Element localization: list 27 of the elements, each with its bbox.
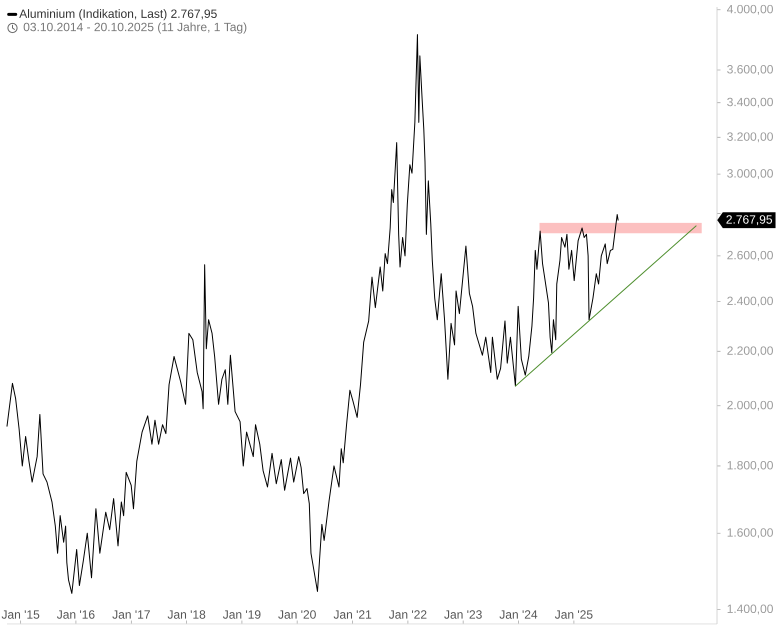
x-tick-label: Jan '25 — [554, 610, 593, 619]
line-series — [6, 34, 619, 594]
x-tick-label: Jan '21 — [334, 610, 372, 619]
y-tick-label: 2.600,00 — [727, 250, 773, 261]
text: 2.767,95 — [726, 215, 772, 226]
x-tick-label: Jan '17 — [112, 610, 150, 619]
x-tick-label: Jan '23 — [444, 610, 482, 619]
x-tick-label: Jan '22 — [388, 610, 426, 619]
y-tick-label: 3.000,00 — [727, 169, 773, 180]
x-tick-label: Jan '20 — [278, 610, 316, 619]
legend-label: Aluminium (Indikation, Last) 2.767,95 — [19, 9, 217, 20]
y-tick-label: 2.400,00 — [727, 296, 773, 307]
y-tick-label: 3.200,00 — [727, 132, 773, 142]
y-tick-label: 1.800,00 — [728, 460, 773, 471]
y-tick-label: 2.200,00 — [727, 346, 773, 356]
x-tick-label: Jan '15 — [2, 610, 40, 619]
y-tick-label: 1.600,00 — [728, 528, 773, 538]
x-tick-label: Jan '18 — [168, 610, 206, 619]
y-tick-label: 3.600,00 — [727, 65, 773, 75]
y-tick-label: 4.000,00 — [726, 4, 773, 15]
text: 03.10.2014 - 20.10.2025 (11 Jahre, 1 Tag) — [24, 22, 246, 34]
y-tick-label: 1.400,00 — [728, 604, 773, 614]
x-tick-label: Jan '24 — [499, 610, 538, 619]
x-tick-label: Jan '19 — [222, 610, 260, 619]
y-tick-label: 3.400,00 — [727, 98, 773, 108]
y-tick-label: 2.000,00 — [727, 400, 773, 411]
x-tick-label: Jan '16 — [56, 610, 95, 619]
